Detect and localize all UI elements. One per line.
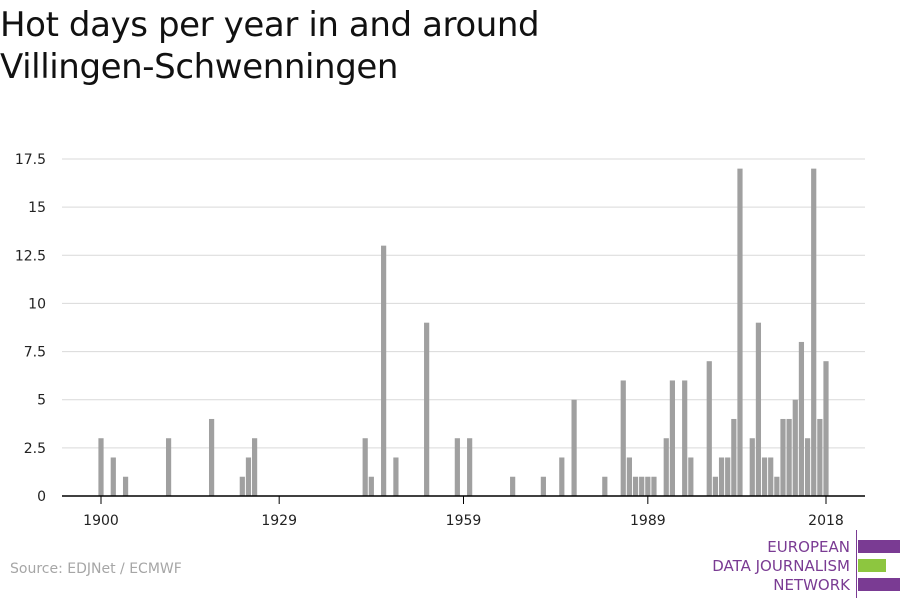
logo-line-3: NETWORK [773,576,850,594]
bar [110,457,116,496]
y-tick-label: 15 [28,200,46,216]
bar [651,476,657,496]
gridlines [62,158,865,449]
bar [626,457,632,496]
bar [381,245,387,496]
bar [755,322,762,496]
bar [798,341,805,496]
bar [362,438,368,496]
bar [645,476,651,496]
y-tick-label: 2.5 [24,441,46,457]
bar [768,457,774,496]
chart-title-line-1: Hot days per year in and around [0,5,540,45]
bar [823,361,829,496]
bar [811,168,817,496]
bar [467,438,473,496]
bar [688,457,694,496]
y-tick-label: 7.5 [24,345,46,361]
axes: 0 2.5 5 7.5 10 12.5 15 17.5 1900 1929 1959 1989 2018 [15,152,865,529]
bar [559,457,565,496]
bar [780,418,786,496]
bar [669,380,675,496]
bar [804,438,811,496]
y-tick-label: 12.5 [15,248,46,264]
bar [706,361,712,496]
bar [632,476,639,496]
bar [424,322,430,496]
bar [792,399,798,496]
bar [165,438,172,496]
bar [620,380,626,496]
bar [245,457,252,496]
bar [98,438,104,496]
bar [368,476,374,496]
bar [454,438,460,496]
bar [786,418,792,496]
bar [774,476,780,496]
bar [571,399,577,496]
logo-line-1: EUROPEAN [767,538,850,556]
bar [540,476,546,496]
logo-bar-3 [858,578,900,591]
y-tick-label: 0 [37,489,46,505]
x-tick-label: 1929 [261,513,297,529]
x-tick-label: 1989 [630,513,666,529]
bar [663,438,669,496]
bar [393,457,399,496]
bar [761,457,768,496]
bar [731,418,737,496]
bar [510,476,516,496]
logo-bar-1 [858,540,900,553]
bar [208,418,215,496]
bar [725,457,731,496]
bar [639,476,645,496]
bar [602,476,608,496]
x-tick-label: 2018 [808,513,844,529]
bar [252,438,258,496]
bar [737,168,743,496]
bar-series [98,168,829,496]
y-tick-label: 17.5 [15,152,46,168]
edjnet-logo[interactable]: EUROPEAN DATA JOURNALISM NETWORK [700,528,900,600]
bar [718,457,725,496]
y-tick-label: 5 [37,393,46,409]
bar [712,476,719,496]
x-tick-label: 1959 [446,513,482,529]
source-note: Source: EDJNet / ECMWF [10,561,182,577]
logo-bar-2 [858,559,886,572]
logo-divider [856,530,857,598]
y-tick-label: 10 [28,296,46,312]
bar [122,476,129,496]
bar [749,438,755,496]
chart-title-line-2: Villingen-Schwenningen [0,47,399,87]
chart-title: Hot days per year in and around Villinge… [0,4,720,88]
bar [682,380,688,496]
bar [817,418,823,496]
x-tick-label: 1900 [83,513,119,529]
logo-line-2: DATA JOURNALISM [712,557,850,575]
bar [239,476,245,496]
